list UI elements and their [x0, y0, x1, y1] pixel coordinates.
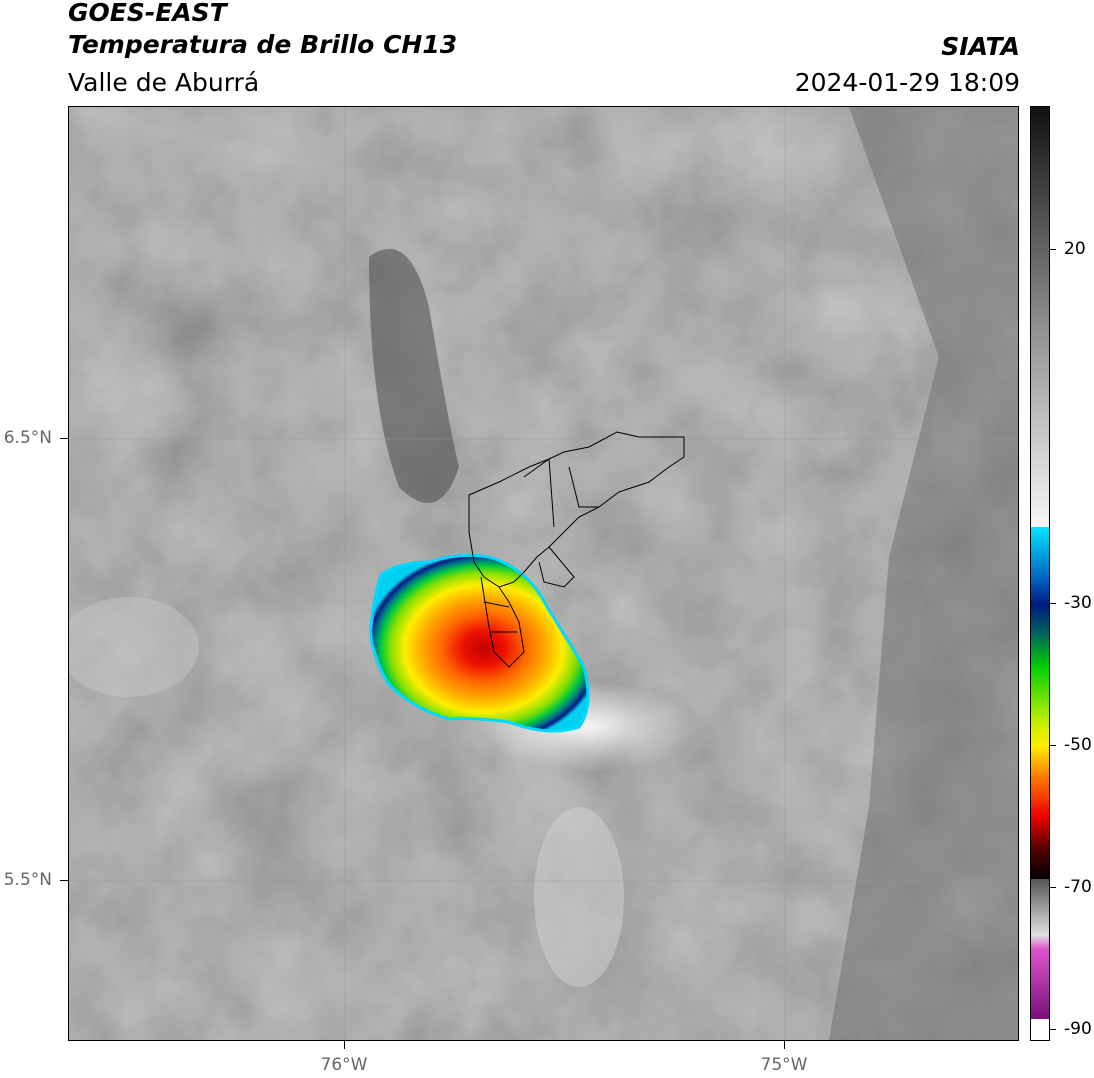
dark-region-ridge [369, 248, 459, 503]
colorbar-low-segment [1031, 879, 1049, 1019]
lon-label-75: 75°W [760, 1055, 808, 1075]
lat-tick-6-5 [60, 438, 68, 439]
colorbar-label-minus-90: -90 [1064, 1019, 1092, 1039]
colorbar-tick-20 [1050, 249, 1056, 250]
temperature-colorbar [1030, 106, 1050, 1041]
lat-label-5-5: 5.5°N [3, 870, 52, 890]
lon-tick-75 [784, 1041, 785, 1049]
bright-cloud-west [69, 597, 199, 697]
colorbar-gray-segment [1031, 107, 1049, 527]
convective-storm-cell[interactable] [369, 553, 590, 733]
colorbar-tick-minus-50 [1050, 745, 1056, 746]
colorbar-min-segment [1031, 1019, 1049, 1040]
lat-label-6-5: 6.5°N [3, 428, 52, 448]
colorbar-label-minus-50: -50 [1064, 735, 1092, 755]
bright-cloud-south [534, 807, 624, 987]
lon-label-76: 76°W [320, 1055, 368, 1075]
cloud-texture [69, 107, 1018, 1040]
satellite-map[interactable] [68, 106, 1019, 1041]
datetime-label: 2024-01-29 18:09 [794, 68, 1020, 97]
colorbar-canvas [1031, 107, 1049, 1040]
colorbar-color-segment [1031, 527, 1049, 879]
colorbar-label-20: 20 [1064, 239, 1086, 259]
organization-label: SIATA [941, 32, 1020, 61]
colorbar-tick-minus-30 [1050, 603, 1056, 604]
municipal-boundaries [468, 431, 685, 668]
lat-tick-5-5 [60, 880, 68, 881]
dark-region-east [829, 107, 1018, 1040]
product-title: Temperatura de Brillo CH13 [68, 30, 458, 59]
map-canvas [69, 107, 1018, 1040]
colorbar-tick-minus-90 [1050, 1029, 1056, 1030]
lon-tick-76 [344, 1041, 345, 1049]
region-label: Valle de Aburrá [68, 68, 260, 97]
colorbar-label-minus-30: -30 [1064, 593, 1092, 613]
colorbar-tick-minus-70 [1050, 887, 1056, 888]
colorbar-label-minus-70: -70 [1064, 877, 1092, 897]
satellite-name: GOES-EAST [68, 0, 227, 27]
